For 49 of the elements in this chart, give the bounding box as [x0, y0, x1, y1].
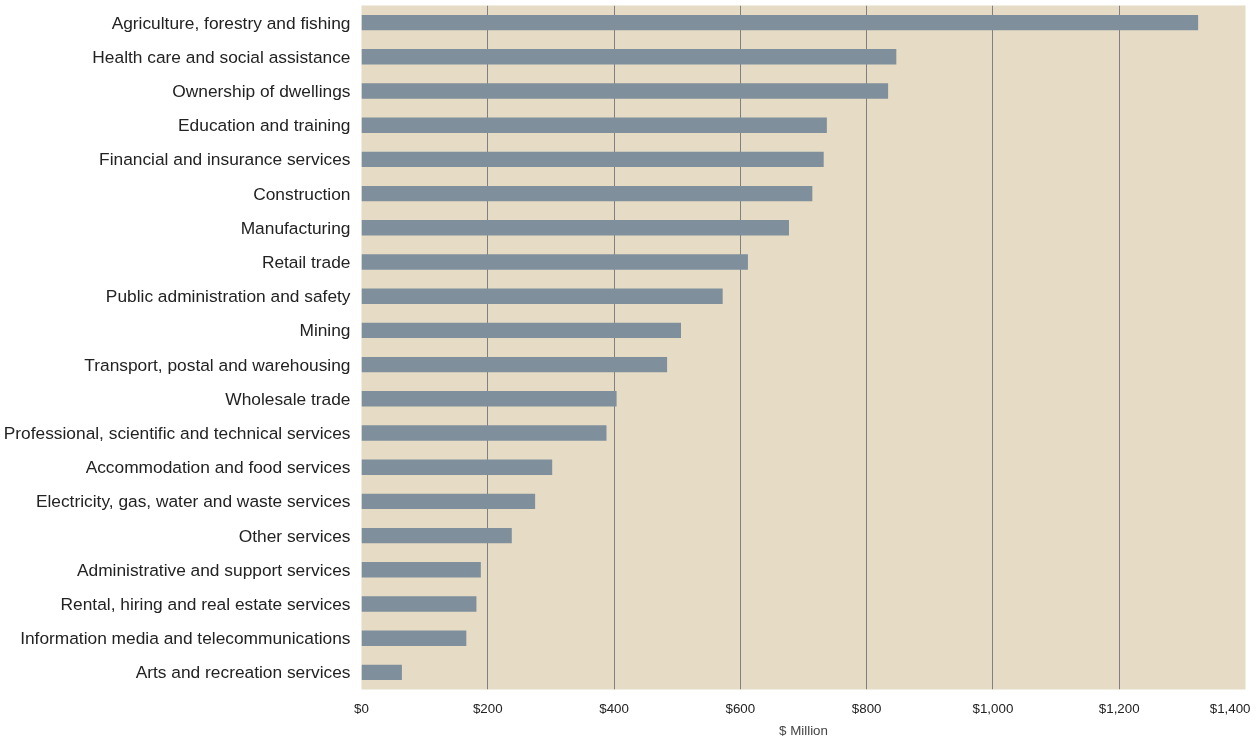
- bar: [361, 562, 481, 578]
- x-tick-label: $400: [599, 700, 629, 716]
- x-tick-label: $200: [472, 700, 503, 716]
- bar: [361, 459, 553, 475]
- x-tick-label: $1,000: [972, 700, 1014, 716]
- x-tick-label: $1,200: [1098, 700, 1140, 716]
- y-tick-label: Transport, postal and warehousing: [84, 354, 351, 375]
- y-tick-label: Professional, scientific and technical services: [3, 423, 351, 443]
- x-tick-label: $0: [354, 700, 369, 716]
- bar: [361, 220, 789, 236]
- bar: [361, 596, 477, 612]
- y-tick-label: Information media and telecommunications: [20, 628, 351, 649]
- bar: [361, 185, 813, 202]
- bar: [361, 356, 668, 373]
- y-tick-label: Health care and social assistance: [92, 46, 351, 67]
- x-tick-label: $600: [725, 700, 756, 716]
- y-tick-label: Financial and insurance services: [99, 149, 351, 170]
- bar: [361, 83, 889, 99]
- y-tick-label: Administrative and support services: [76, 559, 351, 580]
- bar: [361, 527, 512, 544]
- y-tick-label: Other services: [238, 525, 351, 546]
- bar: [361, 151, 824, 168]
- y-tick-label: Accommodation and food services: [85, 457, 351, 478]
- bar: [361, 49, 897, 65]
- y-tick-label: Retail trade: [261, 252, 351, 272]
- y-tick-label: Public administration and safety: [105, 286, 351, 307]
- bar: [361, 664, 402, 681]
- y-tick-label: Agriculture, forestry and fishing: [111, 12, 351, 33]
- bar: [361, 630, 467, 646]
- y-tick-label: Education and training: [178, 115, 351, 136]
- bar: [361, 254, 748, 270]
- bar: [361, 425, 607, 441]
- y-tick-label: Wholesale trade: [225, 388, 351, 409]
- x-tick-label: $800: [851, 700, 882, 716]
- bar: [361, 322, 681, 339]
- y-tick-label: Rental, hiring and real estate services: [60, 594, 351, 614]
- bar: [361, 117, 827, 133]
- x-tick-label: $1,400: [1209, 700, 1251, 716]
- y-tick-label: Mining: [299, 320, 351, 341]
- y-tick-label: Construction: [253, 183, 351, 204]
- bar: [361, 288, 723, 304]
- y-tick-label: Manufacturing: [240, 217, 351, 238]
- bar: [361, 391, 617, 407]
- y-tick-label: Electricity, gas, water and waste services: [35, 491, 351, 512]
- y-tick-label: Arts and recreation services: [135, 662, 351, 683]
- y-tick-label: Ownership of dwellings: [172, 81, 351, 101]
- bar: [361, 493, 536, 510]
- x-axis-title: $ Million: [779, 722, 828, 738]
- bar: [361, 14, 1199, 31]
